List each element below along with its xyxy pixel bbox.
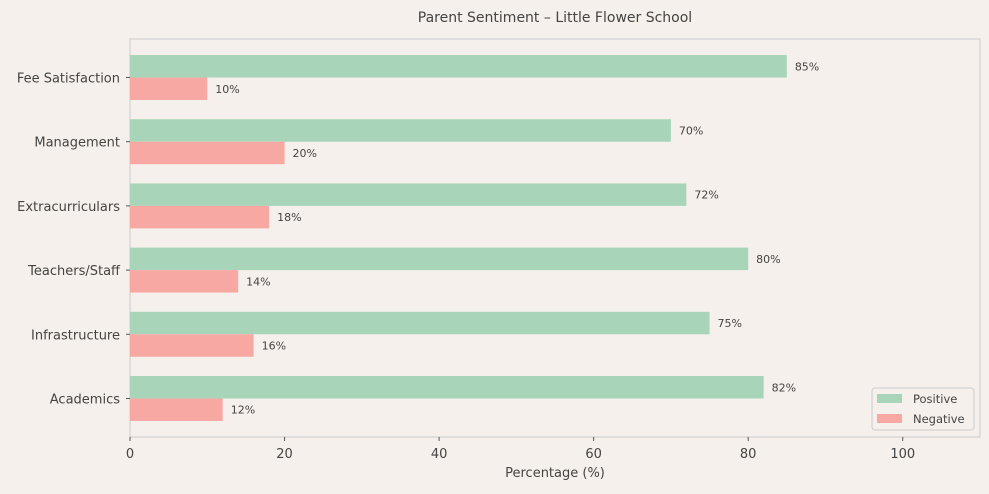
bar-negative bbox=[130, 205, 270, 229]
plot-area bbox=[129, 38, 981, 438]
legend-swatch bbox=[877, 394, 902, 403]
legend-label: Positive bbox=[913, 392, 957, 406]
bar-negative bbox=[130, 141, 285, 165]
bar-positive bbox=[130, 119, 671, 142]
x-tick-label: 20 bbox=[276, 447, 293, 462]
value-label: 85% bbox=[795, 60, 819, 73]
value-label: 20% bbox=[293, 147, 317, 160]
bar-positive bbox=[130, 55, 787, 78]
value-label: 12% bbox=[231, 404, 255, 417]
x-tick-label: 40 bbox=[431, 447, 448, 462]
x-tick-label: 80 bbox=[740, 447, 757, 462]
legend: Positive Negative bbox=[871, 387, 975, 431]
y-tick-label: Academics bbox=[50, 392, 120, 407]
bar-positive bbox=[130, 311, 710, 335]
bar-positive bbox=[130, 183, 687, 206]
x-tick-label: 100 bbox=[890, 447, 915, 462]
y-tick-label: Fee Satisfaction bbox=[17, 72, 120, 87]
value-label: 75% bbox=[718, 317, 742, 330]
bar-negative bbox=[130, 334, 254, 357]
y-tick-label: Management bbox=[34, 136, 120, 151]
bar-negative bbox=[130, 398, 223, 421]
y-tick-label: Teachers/Staff bbox=[27, 264, 121, 279]
value-label: 16% bbox=[262, 340, 286, 353]
legend-swatch bbox=[877, 414, 902, 423]
value-label: 10% bbox=[215, 83, 239, 96]
bar-positive bbox=[130, 247, 749, 271]
value-label: 14% bbox=[246, 275, 270, 288]
y-tick-label: Extracurriculars bbox=[17, 200, 120, 215]
x-tick-label: 60 bbox=[585, 447, 602, 462]
bar-positive bbox=[130, 376, 764, 399]
x-axis-label: Percentage (%) bbox=[505, 466, 605, 481]
legend-label: Negative bbox=[913, 412, 965, 426]
bar-negative bbox=[130, 77, 208, 100]
value-label: 18% bbox=[277, 211, 301, 224]
value-label: 80% bbox=[756, 253, 780, 266]
value-label: 72% bbox=[694, 189, 718, 202]
y-tick-label: Infrastructure bbox=[31, 328, 120, 343]
chart-title: Parent Sentiment – Little Flower School bbox=[418, 10, 692, 26]
value-label: 82% bbox=[772, 381, 796, 394]
value-label: 70% bbox=[679, 124, 703, 137]
bar-negative bbox=[130, 270, 239, 293]
x-tick-label: 0 bbox=[126, 447, 134, 462]
